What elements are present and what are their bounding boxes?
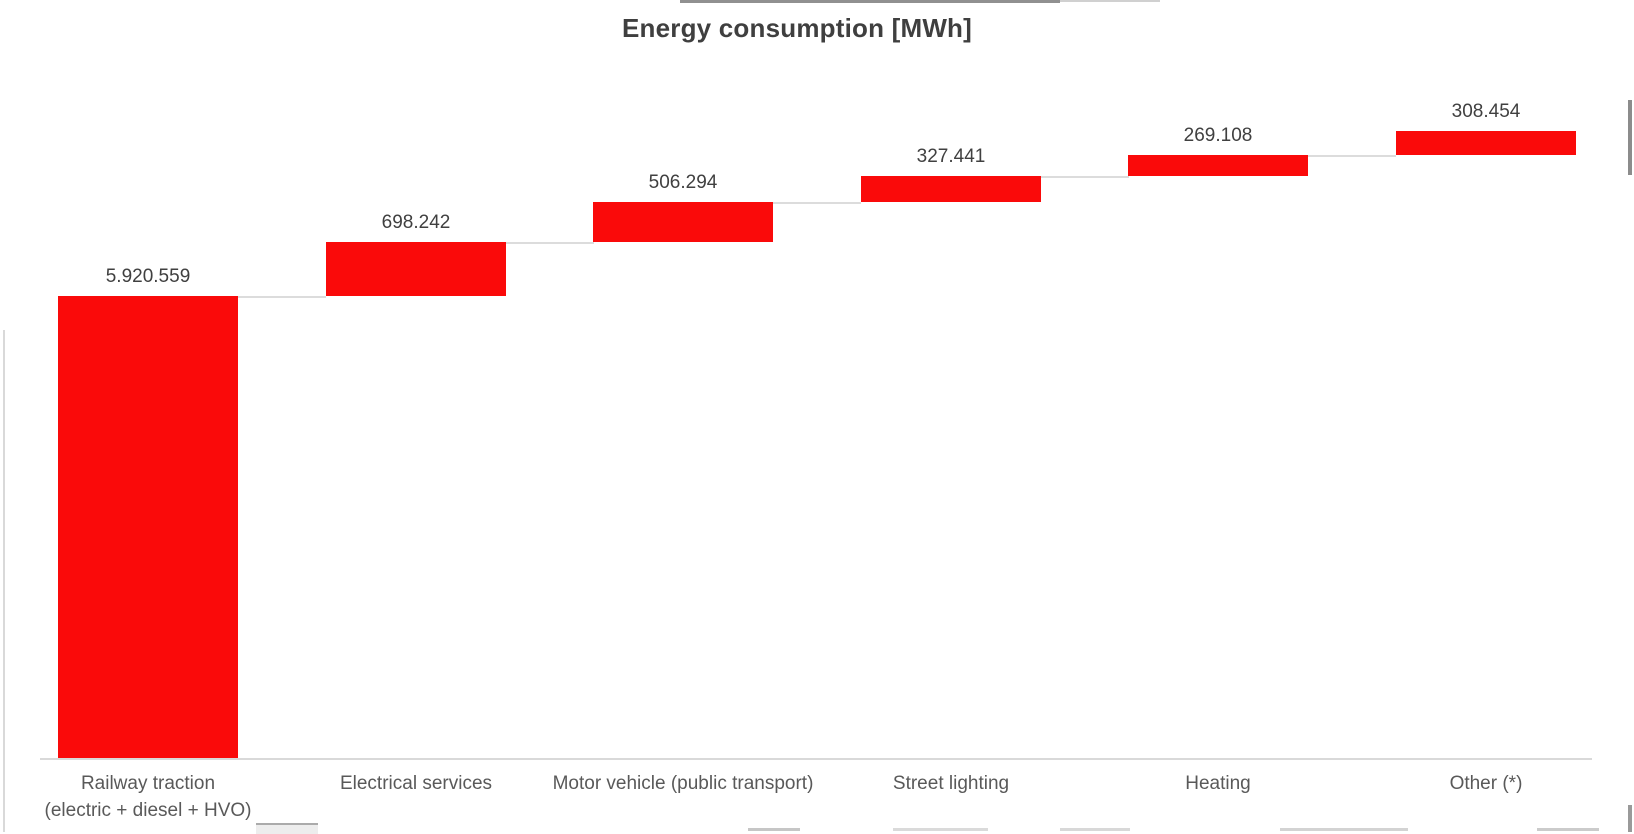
waterfall-bar (593, 202, 773, 242)
cropped-artifact-segment (1537, 828, 1599, 831)
cropped-edge-top (680, 0, 1060, 3)
cropped-edge-right-top (1628, 100, 1632, 175)
cropped-edge-left (3, 330, 5, 832)
bar-value-label: 506.294 (648, 172, 718, 193)
x-axis-line (40, 758, 1592, 760)
cropped-artifact-segment (256, 823, 318, 834)
category-label: Railway traction (electric + diesel + HV… (44, 773, 252, 821)
waterfall-bar (1128, 155, 1308, 176)
bar-value-label: 327.441 (916, 146, 986, 167)
cropped-artifact-segment (1280, 828, 1408, 831)
connector-line (238, 296, 326, 298)
category-label: Other (*) (1449, 773, 1523, 794)
cropped-artifact-segment (748, 828, 800, 831)
connector-line (1308, 155, 1396, 157)
cropped-edge-right-bottom (1628, 805, 1632, 832)
waterfall-bar (1396, 131, 1576, 155)
category-label: Heating (1185, 773, 1251, 794)
bar-value-label: 698.242 (381, 212, 451, 233)
cropped-artifact-segment (893, 828, 988, 831)
bar-value-label: 308.454 (1451, 101, 1521, 122)
bar-value-label: 269.108 (1183, 125, 1253, 146)
waterfall-bar (326, 242, 506, 296)
cropped-artifact-segment (1060, 828, 1130, 831)
connector-line (773, 202, 861, 204)
cropped-edge-top-faint (1060, 0, 1160, 2)
connector-line (1041, 176, 1129, 178)
bar-value-label: 5.920.559 (105, 266, 191, 287)
category-label: Street lighting (892, 773, 1010, 794)
waterfall-bar (861, 176, 1041, 202)
category-label: Motor vehicle (public transport) (552, 773, 814, 794)
category-label: Electrical services (339, 773, 493, 794)
waterfall-bar (58, 296, 238, 758)
chart-title: Energy consumption [MWh] (622, 13, 972, 43)
connector-line (506, 242, 594, 244)
